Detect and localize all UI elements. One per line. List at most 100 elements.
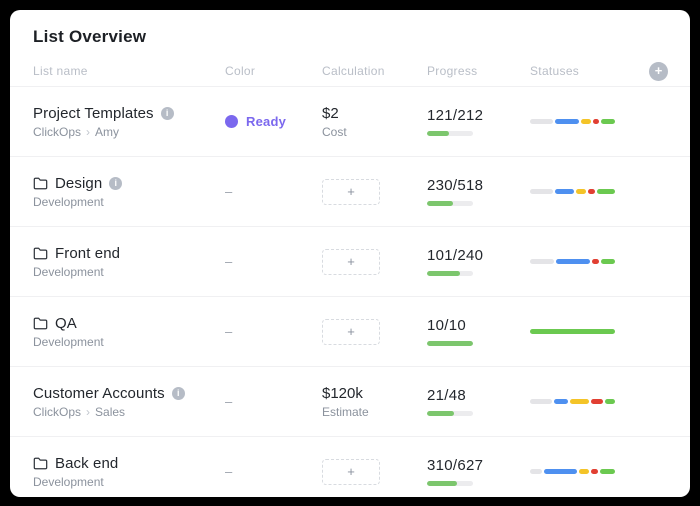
status-segment-red [591, 469, 598, 474]
add-column-button[interactable]: + [649, 61, 668, 81]
progress-count: 10/10 [427, 317, 467, 334]
info-icon-glyph: i [114, 178, 118, 188]
info-icon[interactable]: i [160, 106, 174, 120]
list-name[interactable]: Project Templates [33, 104, 154, 122]
calculation-cell[interactable]: $120k Estimate [322, 385, 427, 419]
statuses-cell [530, 189, 638, 194]
add-calculation-button[interactable]: + [322, 318, 380, 345]
statuses-bar[interactable] [530, 119, 615, 124]
breadcrumb-child[interactable]: Amy [95, 124, 120, 139]
info-icon[interactable]: i [109, 176, 123, 190]
status-segment-green [600, 259, 615, 264]
add-calculation-button[interactable]: + [322, 248, 380, 275]
progress-bar-fill [427, 411, 455, 416]
calculation-label: Cost [322, 124, 347, 139]
status-segment-grey [530, 119, 554, 124]
list-name-cell: Customer Accounts i ClickOps › Sales [33, 385, 225, 419]
list-name[interactable]: QA [55, 314, 77, 332]
table-header-row: List name Color Calculation Progress Sta… [10, 56, 690, 86]
status-segment-blue [555, 189, 574, 194]
list-subtitle: Development [33, 334, 104, 349]
table-row: Design i Development – + 230/518 [10, 156, 690, 226]
column-header-progress: Progress [427, 64, 478, 78]
page-title: List Overview [33, 27, 147, 46]
progress-count: 21/48 [427, 387, 467, 404]
table-row: Back end Development – + 310/627 [10, 436, 690, 497]
plus-icon: + [347, 324, 355, 339]
list-name-cell: Design i Development [33, 175, 225, 209]
list-name-cell: QA Development [33, 315, 225, 349]
progress-bar-fill [427, 481, 457, 486]
table-row: Customer Accounts i ClickOps › Sales – $… [10, 366, 690, 436]
statuses-bar[interactable] [530, 399, 615, 404]
status-segment-green [596, 189, 616, 194]
add-calculation-button[interactable]: + [322, 178, 380, 205]
table-row: QA Development – + 10/10 [10, 296, 690, 366]
plus-icon: + [347, 254, 355, 269]
statuses-cell [530, 329, 638, 334]
progress-cell: 230/518 [427, 177, 530, 206]
calculation-cell: + [322, 458, 427, 485]
color-cell[interactable]: – [225, 394, 322, 409]
statuses-bar[interactable] [530, 329, 615, 334]
progress-bar [427, 481, 473, 486]
info-icon[interactable]: i [171, 386, 185, 400]
progress-bar-fill [427, 341, 473, 346]
statuses-bar[interactable] [530, 259, 615, 264]
status-segment-blue [555, 119, 579, 124]
chevron-right-icon: › [86, 404, 91, 419]
status-segment-green [530, 329, 615, 334]
breadcrumb-parent[interactable]: ClickOps [33, 124, 82, 139]
list-name[interactable]: Front end [55, 244, 121, 262]
status-segment-yellow [570, 399, 590, 404]
color-cell[interactable]: Ready [225, 114, 322, 129]
column-header-list-name: List name [33, 64, 88, 78]
list-name[interactable]: Back end [55, 454, 119, 472]
status-segment-grey [530, 399, 552, 404]
add-calculation-button[interactable]: + [322, 458, 380, 485]
list-overview-card: List Overview List name Color Calculatio… [10, 10, 690, 497]
color-dot[interactable] [225, 115, 238, 128]
progress-cell: 101/240 [427, 247, 530, 276]
progress-bar-fill [427, 271, 461, 276]
breadcrumb-child[interactable]: Sales [95, 404, 126, 419]
breadcrumb-parent[interactable]: ClickOps [33, 404, 82, 419]
progress-bar [427, 271, 473, 276]
color-empty-dash: – [225, 324, 233, 339]
list-name[interactable]: Design [55, 174, 103, 192]
status-segment-blue [553, 399, 569, 404]
status-segment-green [599, 469, 615, 474]
calculation-cell[interactable]: $2 Cost [322, 105, 427, 139]
status-segment-yellow [579, 469, 590, 474]
calculation-cell: + [322, 248, 427, 275]
progress-cell: 121/212 [427, 107, 530, 136]
calculation-cell: + [322, 318, 427, 345]
color-cell[interactable]: – [225, 254, 322, 269]
list-name[interactable]: Customer Accounts [33, 384, 165, 402]
color-cell[interactable]: – [225, 324, 322, 339]
calculation-label: Estimate [322, 404, 369, 419]
folder-icon [33, 457, 48, 470]
statuses-bar[interactable] [530, 189, 616, 194]
breadcrumb: ClickOps › Amy [33, 125, 225, 139]
color-cell[interactable]: – [225, 184, 322, 199]
progress-bar [427, 411, 473, 416]
progress-bar [427, 341, 473, 346]
status-segment-red [591, 399, 603, 404]
color-cell[interactable]: – [225, 464, 322, 479]
list-name-cell: Front end Development [33, 245, 225, 279]
list-subtitle: Development [33, 194, 104, 209]
statuses-bar[interactable] [530, 469, 615, 474]
statuses-cell [530, 119, 638, 124]
status-segment-red [587, 189, 595, 194]
progress-cell: 10/10 [427, 317, 530, 346]
status-segment-green [601, 119, 615, 124]
progress-bar-fill [427, 131, 450, 136]
status-segment-blue [555, 259, 591, 264]
status-segment-red [592, 119, 600, 124]
folder-icon [33, 177, 48, 190]
status-segment-grey [530, 259, 554, 264]
folder-icon [33, 247, 48, 260]
table-row: Front end Development – + 101/240 [10, 226, 690, 296]
column-header-statuses: Statuses [530, 64, 580, 78]
